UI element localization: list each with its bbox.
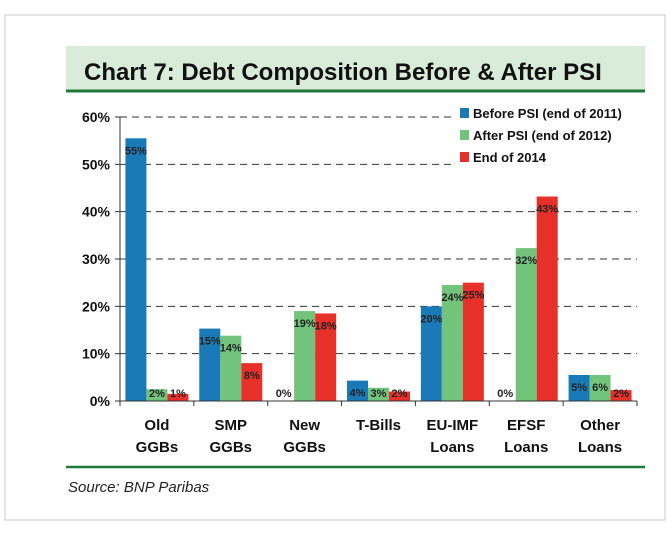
y-tick-label: 20% <box>82 298 111 314</box>
chart-title: Chart 7: Debt Composition Before & After… <box>84 59 602 86</box>
data-label: 3% <box>371 388 387 400</box>
bar <box>536 196 558 401</box>
data-label: 25% <box>462 290 484 302</box>
x-tick-label: EU-IMF <box>427 417 479 434</box>
bar <box>462 282 484 401</box>
title-band <box>66 46 645 91</box>
data-label: 2% <box>392 388 408 400</box>
legend-swatch <box>460 152 469 162</box>
bar <box>347 380 368 401</box>
x-tick-label: Other <box>580 417 620 434</box>
legend-swatch <box>460 108 469 118</box>
data-label: 15% <box>199 336 221 348</box>
bar <box>420 306 442 401</box>
data-label: 20% <box>420 313 442 325</box>
data-label: 1% <box>170 388 186 400</box>
bar <box>568 374 590 401</box>
bar <box>368 387 389 401</box>
x-tick-label: GGBs <box>210 439 253 456</box>
bar <box>294 311 316 401</box>
legend-background <box>456 104 638 170</box>
bar <box>199 328 221 401</box>
bar <box>441 285 463 401</box>
x-tick-label: Loans <box>578 439 622 456</box>
legend-label: End of 2014 <box>473 150 547 165</box>
x-tick-label: Loans <box>504 439 548 456</box>
data-label: 18% <box>315 320 337 332</box>
bar <box>220 335 242 401</box>
y-tick-label: 40% <box>82 204 111 220</box>
data-label: 2% <box>613 388 629 400</box>
data-label: 2% <box>149 388 165 400</box>
x-tick-label: Old <box>144 417 169 434</box>
bar <box>610 390 632 401</box>
data-label: 43% <box>536 204 558 216</box>
data-label: 32% <box>515 255 537 267</box>
data-label: 0% <box>497 388 513 400</box>
bar <box>125 138 147 402</box>
bar <box>515 248 537 401</box>
legend-label: Before PSI (end of 2011) <box>473 106 622 121</box>
y-tick-label: 60% <box>82 109 111 125</box>
bar <box>167 393 189 401</box>
x-tick-label: GGBs <box>283 439 326 456</box>
x-tick-label: SMP <box>215 417 248 434</box>
x-tick-label: EFSF <box>507 417 545 434</box>
bar <box>315 313 337 401</box>
data-label: 55% <box>125 145 147 157</box>
y-tick-label: 30% <box>82 251 111 267</box>
data-label: 6% <box>592 382 608 394</box>
x-tick-label: Loans <box>430 439 474 456</box>
y-tick-label: 10% <box>82 346 111 362</box>
data-label: 4% <box>350 388 366 400</box>
bar <box>146 389 168 401</box>
x-tick-label: T-Bills <box>356 417 401 434</box>
data-label: 5% <box>571 382 587 394</box>
x-tick-label: New <box>289 417 320 434</box>
data-label: 14% <box>220 343 242 355</box>
source-note: Source: BNP Paribas <box>68 479 210 496</box>
data-label: 19% <box>294 318 316 330</box>
y-tick-label: 0% <box>90 393 111 409</box>
legend-label: After PSI (end of 2012) <box>473 128 612 143</box>
bar <box>589 374 611 401</box>
y-tick-label: 50% <box>82 156 111 172</box>
data-label: 24% <box>441 292 463 304</box>
bar <box>389 391 410 401</box>
x-tick-label: GGBs <box>136 439 179 456</box>
data-label: 8% <box>244 370 260 382</box>
data-label: 0% <box>276 388 292 400</box>
bar <box>241 363 263 401</box>
legend-swatch <box>460 130 469 140</box>
